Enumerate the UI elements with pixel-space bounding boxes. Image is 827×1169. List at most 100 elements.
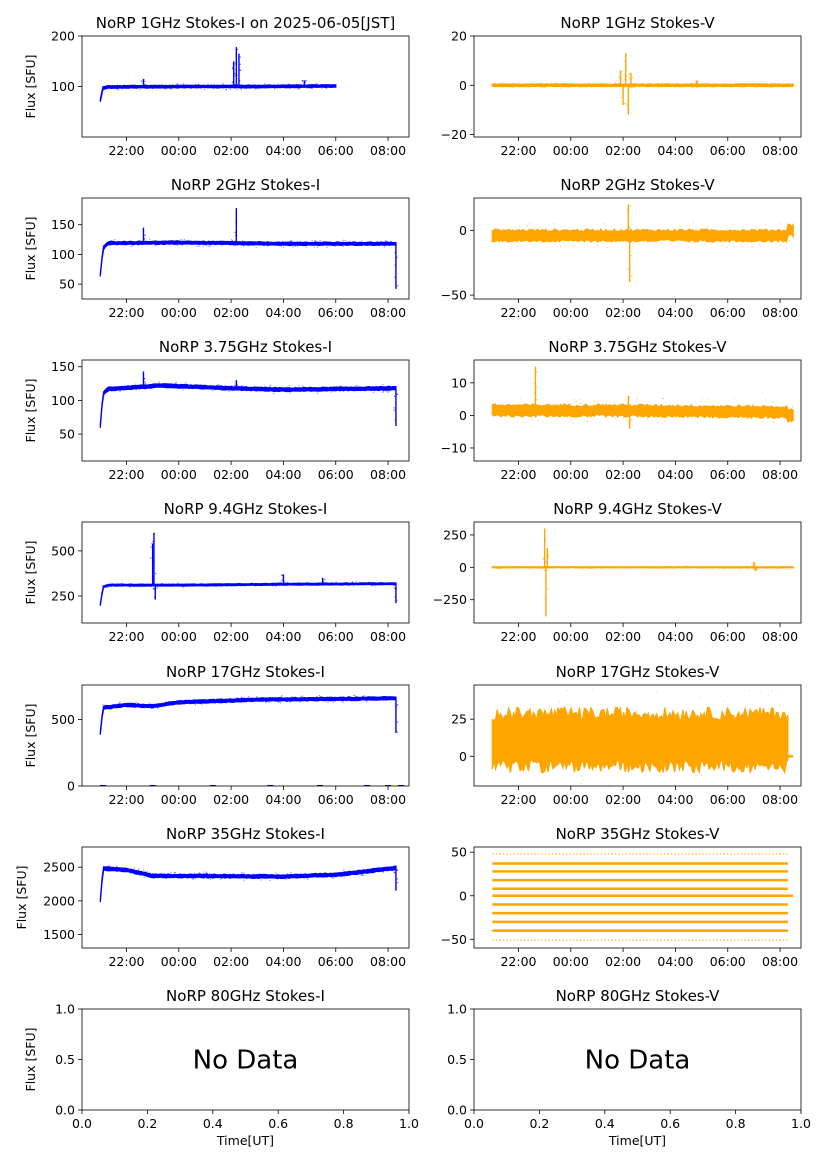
series-point	[274, 88, 276, 90]
series-point	[184, 85, 186, 87]
series-point	[494, 84, 496, 86]
series-point	[621, 80, 623, 83]
series-point	[178, 386, 180, 388]
series-point	[188, 873, 190, 875]
series-point	[568, 744, 570, 746]
series-point	[685, 565, 687, 567]
series-point	[174, 382, 176, 384]
series-point	[294, 583, 296, 585]
series-point	[549, 402, 551, 404]
series-point	[370, 584, 372, 586]
zero-point	[364, 785, 371, 786]
series-point	[573, 399, 575, 401]
x-tick-label: 04:00	[265, 305, 301, 320]
series-point	[194, 583, 196, 585]
series-point	[628, 422, 630, 424]
series-point	[158, 244, 160, 246]
x-tick-label: 00:00	[161, 954, 197, 969]
series-point	[390, 582, 392, 585]
series-point	[334, 873, 337, 876]
series-point	[117, 89, 120, 91]
chart-title: NoRP 80GHz Stokes-I	[166, 987, 325, 1005]
x-tick-label: 04:00	[657, 792, 693, 807]
series-point	[339, 696, 341, 698]
series-point	[344, 699, 347, 701]
series-point	[142, 380, 145, 382]
series-point	[620, 78, 623, 80]
series-point	[305, 582, 307, 584]
series-point	[527, 224, 529, 226]
series-point	[695, 83, 697, 86]
x-tick-label: 04:00	[265, 954, 301, 969]
series-point	[296, 582, 298, 584]
series-point	[198, 871, 200, 874]
y-tick-label: 25	[451, 712, 467, 727]
series-point	[198, 245, 200, 247]
series-point	[146, 870, 149, 872]
series-point	[302, 79, 304, 82]
series-point	[733, 246, 735, 249]
series-point	[660, 82, 663, 84]
series-point	[741, 416, 743, 418]
series-point	[205, 86, 207, 88]
y-tick-label: 0.0	[447, 1103, 467, 1118]
series-point	[152, 587, 155, 590]
chart-title: NoRP 1GHz Stokes-I on 2025-06-05[JST]	[96, 14, 396, 32]
series-point	[276, 582, 278, 584]
series-point	[124, 85, 126, 87]
series-point	[350, 386, 353, 388]
series-point	[703, 566, 705, 568]
series-point	[704, 741, 706, 743]
series-point	[153, 532, 155, 534]
series-point	[105, 707, 107, 709]
series-point	[679, 225, 681, 227]
series-point	[769, 85, 771, 87]
series-point	[150, 557, 152, 559]
series-point	[579, 782, 582, 784]
x-tick-label: 02:00	[605, 629, 641, 644]
series-point	[130, 873, 132, 875]
series-point	[644, 734, 646, 736]
series-point	[144, 234, 146, 237]
series-point	[185, 86, 187, 88]
series-point	[757, 567, 759, 569]
x-tick-label: 06:00	[710, 467, 746, 482]
series-point	[754, 564, 757, 566]
series-point	[743, 566, 745, 569]
y-tick-label: 100	[51, 393, 75, 408]
series-point	[753, 735, 755, 737]
series-point	[236, 384, 239, 386]
series-point	[335, 581, 337, 583]
series-point	[175, 87, 177, 89]
series-point	[724, 411, 726, 413]
series-point	[291, 583, 294, 585]
series-point	[211, 85, 213, 87]
series-point	[653, 406, 655, 408]
series-point	[694, 415, 696, 418]
x-tick-label: 06:00	[710, 792, 746, 807]
series-point	[372, 872, 374, 874]
series-point	[396, 881, 399, 884]
y-tick-label: 1.0	[447, 1002, 467, 1017]
series-point	[208, 245, 210, 247]
series-point	[146, 84, 148, 87]
series-point	[596, 244, 599, 247]
series-point	[364, 698, 366, 700]
series-point	[183, 238, 185, 241]
series-point	[731, 742, 733, 744]
series-point	[297, 877, 300, 879]
series-point	[135, 383, 137, 385]
series-point	[588, 566, 591, 569]
series-point	[110, 586, 112, 588]
series-point	[516, 84, 518, 86]
series-point	[203, 699, 205, 701]
series-point	[206, 245, 208, 247]
series-point	[271, 585, 273, 587]
x-tick-label: 00:00	[161, 143, 197, 158]
series-point	[495, 748, 497, 751]
series-point	[545, 82, 548, 84]
series-point	[692, 87, 695, 89]
series-point	[108, 708, 110, 711]
series-point	[301, 385, 303, 387]
x-tick-label: 22:00	[108, 954, 144, 969]
